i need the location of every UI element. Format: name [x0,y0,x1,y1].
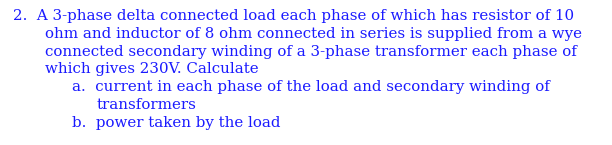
Text: ohm and inductor of 8 ohm connected in series is supplied from a wye: ohm and inductor of 8 ohm connected in s… [45,27,582,41]
Text: a.  current in each phase of the load and secondary winding of: a. current in each phase of the load and… [72,80,550,94]
Text: b.  power taken by the load: b. power taken by the load [72,116,280,130]
Text: transformers: transformers [97,98,197,112]
Text: which gives 230V. Calculate: which gives 230V. Calculate [45,62,259,76]
Text: connected secondary winding of a 3-phase transformer each phase of: connected secondary winding of a 3-phase… [45,45,577,59]
Text: 2.  A 3-phase delta connected load each phase of which has resistor of 10: 2. A 3-phase delta connected load each p… [13,9,574,23]
